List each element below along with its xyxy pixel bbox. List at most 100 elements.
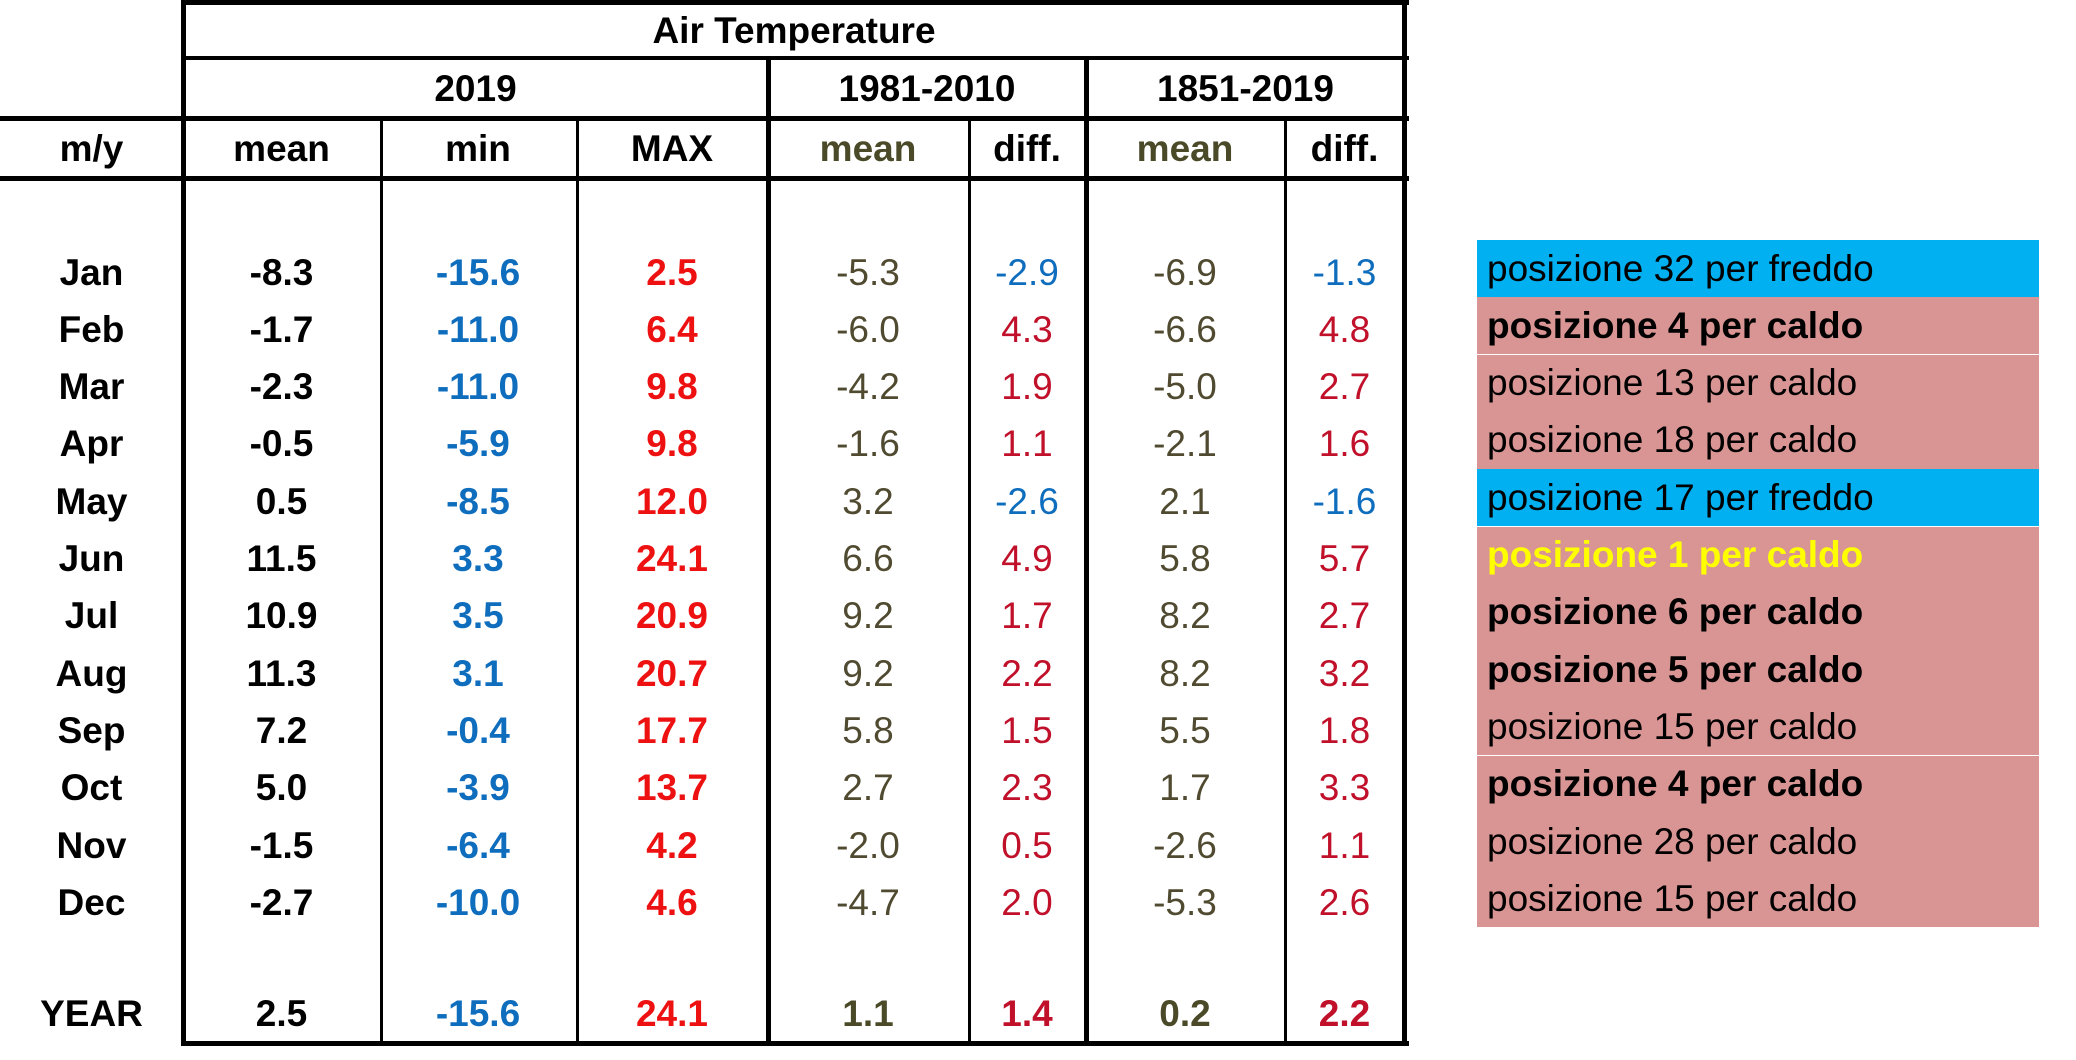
diff-1981-value: 1.7 [1001, 595, 1053, 637]
group-2019: 2019 [434, 67, 517, 109]
diff-1851-value: 1.1 [1318, 824, 1371, 866]
ranking-item: posizione 15 per caldo [1477, 870, 2039, 928]
min-2019-value: -8.5 [446, 480, 510, 522]
min-2019-value: 3.3 [452, 538, 504, 579]
ranking-item: posizione 17 per freddo [1477, 469, 2039, 527]
ranking-item: posizione 32 per freddo [1477, 240, 2039, 297]
month-label: Dec [57, 881, 126, 923]
ranking-item: posizione 13 per caldo [1477, 354, 2039, 412]
min-2019-value: -15.6 [435, 251, 521, 293]
group-1981-2010: 1981-2010 [838, 67, 1016, 109]
rule-v-group2 [1084, 56, 1089, 1046]
mean-2019-value: 7.2 [255, 709, 308, 751]
month-label: Jun [58, 538, 125, 579]
max-2019-value: 9.8 [646, 423, 698, 465]
mean-1851-value: 2.1 [1159, 480, 1211, 522]
rule-bottom [183, 1041, 1409, 1046]
min-2019-value: -10.0 [435, 881, 521, 923]
min-2019-value: -6.4 [446, 824, 510, 866]
diff-1981-value: -2.9 [995, 251, 1059, 293]
max-2019-value: 17.7 [635, 709, 708, 751]
mean-1851-value: 5.5 [1159, 709, 1211, 751]
ranking-item: posizione 18 per caldo [1477, 411, 2039, 469]
diff-1981-value: 1.1 [1001, 423, 1053, 465]
diff-1851-value: 4.8 [1318, 308, 1371, 350]
diff-1851-value: 3.2 [1318, 652, 1371, 694]
mean-1981-value: -6.0 [836, 308, 900, 350]
mean-1851-value: 8.2 [1159, 652, 1211, 694]
mean-1851-value: -6.6 [1153, 308, 1217, 350]
mean-1981-value: 2.7 [842, 767, 894, 809]
month-label: Jul [64, 595, 119, 637]
diff-1981-value: 2.2 [1001, 652, 1053, 694]
diff-1851-value: 2.7 [1318, 595, 1371, 637]
col-header-min-2019: min [445, 127, 511, 169]
rule-v-col-0 [380, 116, 383, 1046]
rule-v-col-2 [968, 116, 971, 1046]
max-2019-value: 13.7 [635, 767, 708, 809]
month-label: Oct [60, 767, 123, 809]
max-2019-value: 6.4 [646, 308, 698, 350]
max-2019-value: 2.5 [646, 251, 698, 293]
min-2019-value: 3.1 [452, 652, 504, 694]
mean-1851-value: -2.1 [1153, 423, 1217, 465]
ranking-item: posizione 1 per caldo [1477, 526, 2039, 584]
mean-1981-value: 9.2 [842, 595, 894, 637]
col-header-mean-1851: mean [1136, 127, 1234, 169]
diff-1981-value: 2.0 [1001, 881, 1053, 923]
mean-2019-value: -0.5 [249, 423, 314, 465]
max-2019-value: 4.6 [646, 881, 698, 923]
diff-1981-value: 4.3 [1001, 308, 1053, 350]
month-label: Aug [55, 652, 128, 694]
mean-1981-value: -2.0 [836, 824, 900, 866]
mean-2019-value: -2.3 [249, 366, 314, 408]
mean-2019-value: 5.0 [255, 767, 308, 809]
max-2019-value: 20.9 [635, 595, 708, 637]
min-2019-value: 3.5 [452, 595, 504, 637]
rule-v-col-3 [1284, 116, 1287, 1046]
mean-1851-value: -6.9 [1153, 251, 1217, 293]
mean-1981-value: -1.6 [836, 423, 900, 465]
ranking-item: posizione 5 per caldo [1477, 641, 2039, 699]
max-2019-value: 20.7 [635, 652, 708, 694]
diff-1981-value: 1.9 [1001, 366, 1053, 408]
max-2019-value: 12.0 [635, 480, 708, 522]
month-label: May [55, 480, 128, 522]
year-mean-2019: 2.5 [255, 992, 308, 1034]
mean-2019-value: -2.7 [249, 881, 314, 923]
diff-1851-value: 3.3 [1318, 767, 1371, 809]
rule-groups [0, 116, 1409, 121]
mean-1851-value: 8.2 [1159, 595, 1211, 637]
mean-2019-value: 0.5 [255, 480, 308, 522]
min-2019-value: -11.0 [436, 366, 520, 408]
diff-1981-value: 0.5 [1001, 824, 1053, 866]
mean-2019-value: 11.5 [246, 538, 317, 579]
col-header-mean-1981: mean [819, 127, 917, 169]
mean-1981-value: 9.2 [842, 652, 894, 694]
rule-v-col-1 [576, 116, 579, 1046]
mean-1851-value: -5.3 [1153, 881, 1217, 923]
mean-1851-value: -2.6 [1153, 824, 1217, 866]
diff-1851-value: 2.6 [1318, 881, 1371, 923]
ranking-item: posizione 15 per caldo [1477, 698, 2039, 756]
min-2019-value: -0.4 [446, 709, 510, 751]
mean-2019-value: 10.9 [245, 595, 318, 637]
mean-2019-value: 11.3 [246, 652, 317, 694]
max-2019-value: 9.8 [646, 366, 698, 408]
rule-header [0, 176, 1409, 181]
diff-1851-value: 5.7 [1318, 538, 1371, 579]
mean-1981-value: -4.7 [836, 881, 900, 923]
col-header-month: m/y [59, 127, 124, 169]
min-2019-value: -5.9 [446, 423, 510, 465]
rule-top [183, 0, 1409, 5]
diff-1981-value: 1.5 [1001, 709, 1053, 751]
diff-1851-value: -1.6 [1312, 480, 1377, 522]
ranking-item: posizione 4 per caldo [1477, 297, 2039, 355]
mean-1851-value: 1.7 [1159, 767, 1211, 809]
min-2019-value: -11.0 [436, 308, 520, 350]
mean-1981-value: 3.2 [842, 480, 894, 522]
diff-1981-value: -2.6 [995, 480, 1059, 522]
diff-1981-value: 2.3 [1001, 767, 1053, 809]
year-mean-1981: 1.1 [842, 992, 894, 1034]
month-label: Sep [57, 709, 126, 751]
